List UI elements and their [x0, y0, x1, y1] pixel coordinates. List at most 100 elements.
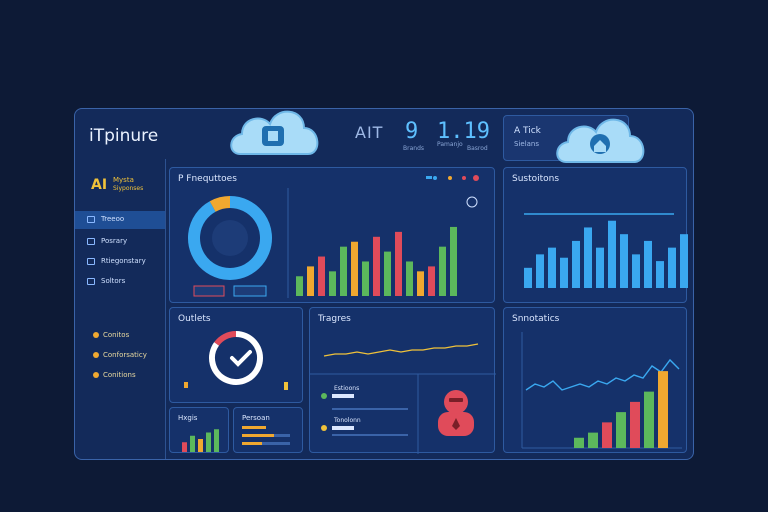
bar	[190, 435, 195, 452]
statistics-chart	[521, 332, 682, 449]
bar	[384, 251, 391, 296]
legend-chip-3	[184, 382, 188, 388]
sidebar-item-1[interactable]: Treeoo	[75, 211, 165, 229]
bar	[572, 240, 580, 288]
panel-outlets: Outlets	[169, 307, 303, 403]
status-sub: Sielans	[514, 140, 540, 148]
bar	[329, 271, 336, 296]
persons-bars	[242, 426, 290, 445]
brand-sub: Siyponses	[113, 185, 144, 192]
sidebar-item-label: Posrary	[101, 237, 128, 245]
bar-chart-1	[296, 226, 457, 296]
bar	[296, 276, 303, 296]
dashboard-window: iTpinure AIT 9 Brands 1.19 Pamanjo Basro…	[74, 108, 694, 460]
sidebar-item-label: Soltors	[101, 277, 126, 285]
person-alert-icon	[438, 390, 474, 436]
donut-chart-2	[209, 331, 263, 385]
bar	[630, 401, 640, 448]
bar	[644, 391, 654, 448]
document-icon	[87, 278, 95, 285]
panel-sessions: Sustoitons	[503, 167, 688, 303]
panel-frequency-title: P Fnequttoes	[178, 174, 237, 184]
progress-bar-3	[242, 442, 262, 445]
close-dot-icon	[473, 175, 479, 181]
panel-outlets-title: Outlets	[178, 314, 211, 324]
bar	[680, 234, 688, 288]
list-icon	[87, 258, 95, 265]
list-divider-1	[332, 408, 408, 410]
progress-bar-2	[242, 434, 274, 437]
donut-slice	[214, 331, 237, 346]
sidebar-secondary-2[interactable]: Conforsaticy	[93, 351, 147, 359]
panel-mini-bars: Hxgis	[169, 407, 229, 453]
cloud-icon[interactable]	[226, 100, 324, 158]
sidebar-secondary-label: Conitos	[103, 331, 130, 339]
frequency-chart	[188, 175, 479, 298]
bar	[644, 240, 652, 288]
status-dot-icon	[93, 372, 99, 378]
sidebar: AI Mysta Siyponses Treeoo Posrary Rtiego…	[75, 165, 165, 459]
sidebar-item-3[interactable]: Rtiegonstary	[75, 253, 165, 271]
panel-trends: Tragres Estioons Tonolonn	[309, 307, 496, 454]
kpi-sub-2a: Pamanjo	[437, 141, 463, 148]
sidebar-item-2[interactable]: Posrary	[75, 233, 165, 251]
kpi-sub-2b: Basrod	[467, 145, 488, 152]
bar	[656, 261, 664, 288]
list-item-2-label: Tonolonn	[333, 417, 361, 424]
brand-logo: AI	[91, 177, 108, 193]
donut-slice	[209, 331, 263, 385]
bar	[318, 256, 325, 296]
panel-statistics: Snnotatics	[503, 307, 687, 453]
list-divider-2	[332, 434, 408, 436]
bar	[632, 254, 640, 288]
donut-chart-1	[188, 196, 272, 280]
bar	[198, 439, 203, 452]
list-status-icon-2	[321, 425, 327, 431]
kpi-label: AIT	[355, 123, 384, 142]
list-item-1-swatch	[332, 394, 354, 398]
sidebar-item-label: Treeoo	[101, 215, 125, 223]
bar	[450, 226, 457, 296]
grid-icon	[87, 238, 95, 245]
sidebar-secondary-label: Conitions	[103, 371, 136, 379]
panel-frequency: P Fnequttoes	[169, 167, 495, 303]
bar	[307, 266, 314, 296]
sidebar-item-label: Rtiegonstary	[101, 257, 146, 265]
series-line	[323, 343, 479, 357]
list-item-2-swatch	[332, 426, 354, 430]
progress-track-3	[242, 442, 290, 445]
sidebar-secondary-1[interactable]: Conitos	[93, 331, 129, 339]
bar	[439, 246, 446, 296]
kpi-value-2: 1.19	[437, 119, 490, 144]
bar	[417, 271, 424, 296]
bar	[524, 267, 532, 288]
bar	[214, 429, 219, 452]
bar-chart-2	[524, 213, 688, 288]
bar	[560, 257, 568, 288]
bar	[406, 261, 413, 296]
legend-chip-2	[233, 285, 267, 297]
donut-slice	[209, 196, 231, 212]
mini-bars-chart	[182, 429, 219, 452]
sidebar-secondary-3[interactable]: Conitions	[93, 371, 136, 379]
panel-persons: Persoan	[233, 407, 303, 453]
series-line	[525, 358, 680, 391]
kpi-value-1: 9	[405, 119, 419, 144]
bar	[536, 254, 544, 288]
settings-icon	[466, 196, 478, 208]
status-title: A Tick	[514, 126, 541, 136]
bar	[428, 266, 435, 296]
bar	[340, 246, 347, 296]
panel-trends-title: Tragres	[318, 314, 351, 324]
bar	[596, 247, 604, 288]
sidebar-item-4[interactable]: Soltors	[75, 273, 165, 291]
donut-slice	[188, 196, 272, 280]
cloud-icon[interactable]	[552, 108, 650, 166]
sessions-chart	[524, 213, 688, 288]
check-icon	[230, 350, 252, 367]
trends-chart: Estioons Tonolonn	[310, 343, 496, 454]
outlets-chart	[184, 331, 288, 390]
bar-chart-3	[574, 371, 668, 448]
legend-chip-4	[284, 382, 288, 390]
bar	[362, 261, 369, 296]
